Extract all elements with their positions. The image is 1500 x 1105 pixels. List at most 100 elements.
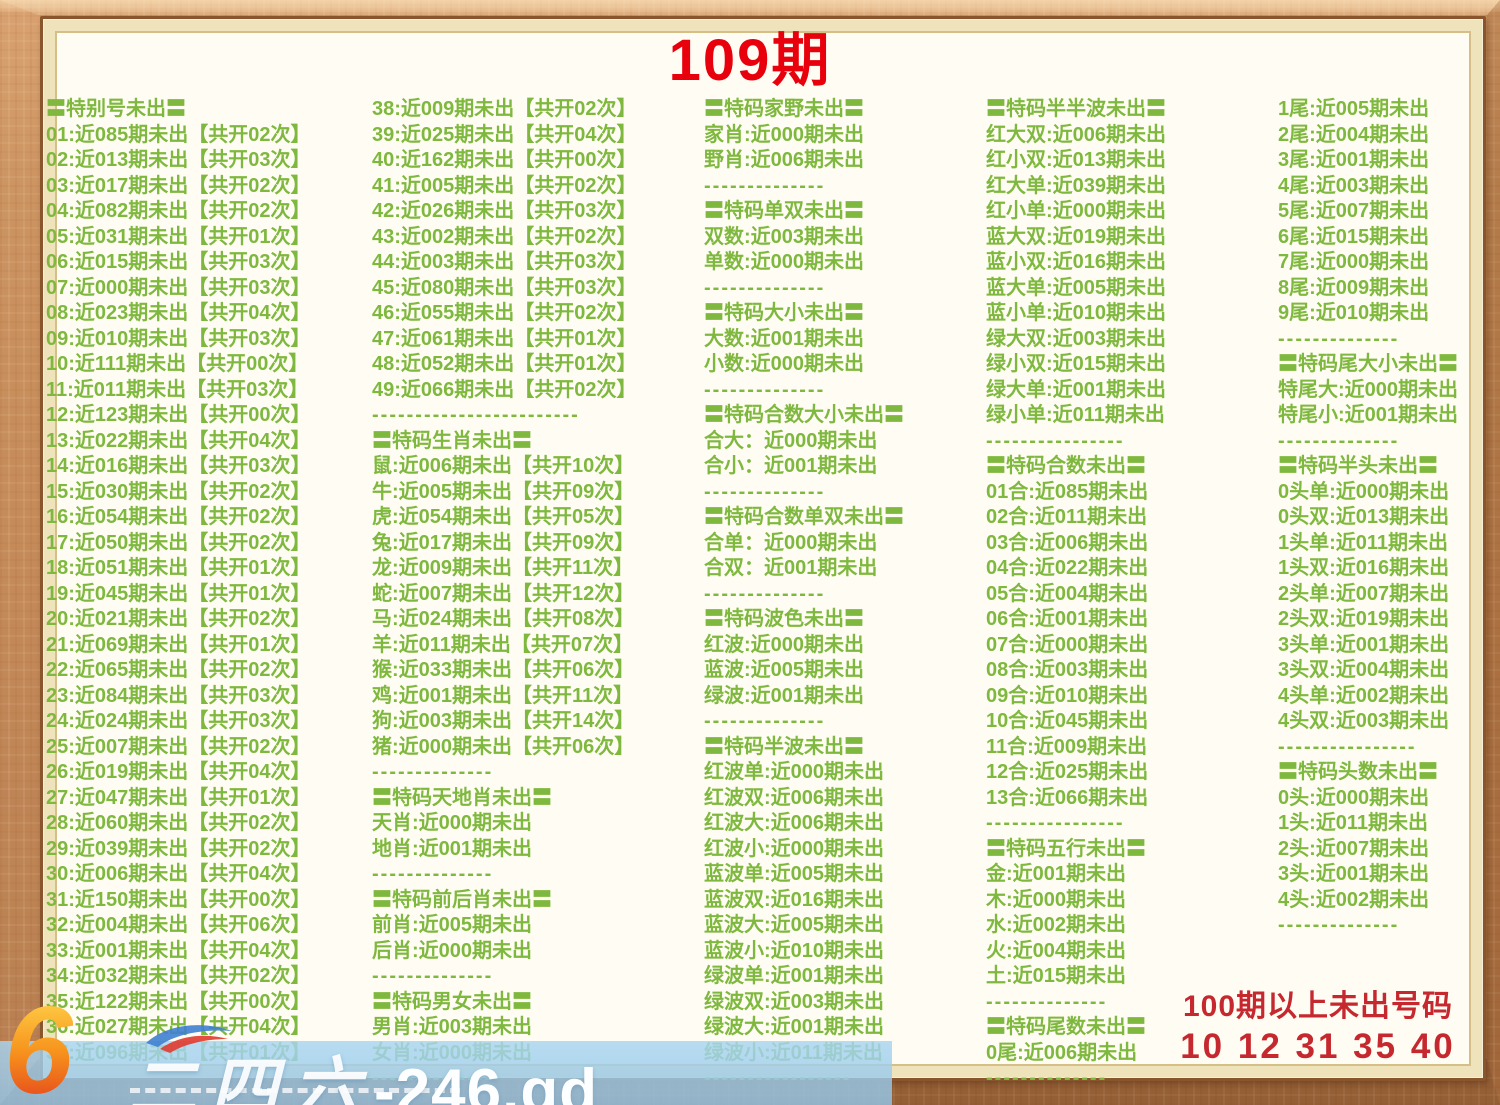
stat-line: 10合:近045期未出 xyxy=(986,710,1149,732)
stat-line: 47:近061期未出【共开01次】 xyxy=(372,327,637,350)
stat-line: 0头双:近013期未出 xyxy=(1278,506,1450,528)
stat-line: 牛:近005期未出【共开09次】 xyxy=(372,480,635,503)
stat-line: 6尾:近015期未出 xyxy=(1278,225,1430,248)
stat-line: 5尾:近007期未出 xyxy=(1278,200,1430,222)
stat-line: 0头:近000期未出 xyxy=(1278,786,1430,809)
stat-line: 29:近039期未出【共开02次】 xyxy=(46,837,311,860)
section-header: 〓特码单双未出〓 xyxy=(704,200,864,222)
stat-line: 07:近000期未出【共开03次】 xyxy=(46,276,311,299)
stat-line: 2头:近007期未出 xyxy=(1278,837,1430,860)
stat-line: 01:近085期未出【共开02次】 xyxy=(46,123,311,146)
section-header: 〓特码头数未出〓 xyxy=(1278,761,1438,783)
stat-line: 蓝大单:近005期未出 xyxy=(986,276,1167,299)
stat-line: 蛇:近007期未出【共开12次】 xyxy=(372,582,635,605)
section-header: 〓特码五行未出〓 xyxy=(986,837,1146,860)
stat-line: 红小单:近000期未出 xyxy=(986,200,1167,222)
stat-line: 35:近122期未出【共开00次】 xyxy=(46,990,311,1013)
stat-line: 12:近123期未出【共开00次】 xyxy=(46,404,311,426)
stat-line: 小数:近000期未出 xyxy=(704,353,865,375)
stat-line: 05合:近004期未出 xyxy=(986,582,1149,605)
swoosh-icon xyxy=(146,1025,232,1053)
watermark-banner: 6 二四六 -246.gd xyxy=(0,989,892,1105)
stat-line: 07合:近000期未出 xyxy=(986,633,1149,656)
stat-line: 兔:近017期未出【共开09次】 xyxy=(372,531,635,554)
stat-line: 8尾:近009期未出 xyxy=(1278,276,1430,299)
stat-line: 42:近026期未出【共开03次】 xyxy=(372,200,637,222)
section-header: 〓特码尾数未出〓 xyxy=(986,1016,1146,1038)
stat-line: 06合:近001期未出 xyxy=(986,608,1149,630)
stat-line: 04:近082期未出【共开02次】 xyxy=(46,200,311,222)
stat-line: 2尾:近004期未出 xyxy=(1278,123,1430,146)
stat-line: 红波双:近006期未出 xyxy=(704,786,885,809)
stat-line: 4头单:近002期未出 xyxy=(1278,684,1450,707)
stat-line: 09合:近010期未出 xyxy=(986,684,1149,707)
stat-line: 红大双:近006期未出 xyxy=(986,123,1167,146)
stat-line: 05:近031期未出【共开01次】 xyxy=(46,225,311,248)
stat-line: 合大：近000期未出 xyxy=(704,429,878,452)
stat-line: 合双：近001期未出 xyxy=(704,557,878,579)
watermark-brand: 二四六 xyxy=(128,1051,375,1105)
section-header: 〓特码天地肖未出〓 xyxy=(372,786,552,809)
stat-line: 火:近004期未出 xyxy=(986,939,1127,962)
separator-line: -------------- xyxy=(704,710,826,732)
stat-line: 绿小单:近011期未出 xyxy=(986,404,1165,426)
section-header: 〓特码生肖未出〓 xyxy=(372,429,532,452)
separator-line: -------------- xyxy=(372,965,494,987)
section-header: 〓特码波色未出〓 xyxy=(704,608,864,630)
stat-line: 14:近016期未出【共开03次】 xyxy=(46,455,311,477)
stat-line: 蓝小双:近016期未出 xyxy=(986,251,1167,273)
stat-line: 10:近111期未出【共开00次】 xyxy=(46,353,309,375)
stat-line: 绿波双:近003期未出 xyxy=(704,990,885,1013)
stat-line: 2头单:近007期未出 xyxy=(1278,582,1450,605)
stat-line: 2头双:近019期未出 xyxy=(1278,608,1450,630)
stat-line: 蓝波:近005期未出 xyxy=(704,659,865,681)
stat-line: 金:近001期未出 xyxy=(986,863,1127,885)
stat-line: 特尾小:近001期未出 xyxy=(1278,404,1459,426)
overdue-notice-title: 100期以上未出号码 xyxy=(1182,990,1454,1023)
section-header: 〓特码尾大小未出〓 xyxy=(1278,353,1458,375)
separator-line: ------------------------ xyxy=(372,404,580,426)
stat-line: 1头单:近011期未出 xyxy=(1278,531,1449,554)
stat-line: 41:近005期未出【共开02次】 xyxy=(372,174,637,197)
stat-line: 40:近162期未出【共开00次】 xyxy=(372,149,637,171)
section-header: 〓特码合数未出〓 xyxy=(986,455,1146,477)
stat-line: 蓝波双:近016期未出 xyxy=(704,888,885,911)
stat-line: 15:近030期未出【共开02次】 xyxy=(46,480,311,503)
stat-line: 后肖:近000期未出 xyxy=(372,939,533,962)
stat-line: 11合:近009期未出 xyxy=(986,735,1148,758)
stat-line: 1头双:近016期未出 xyxy=(1278,557,1450,579)
stat-line: 合小：近001期未出 xyxy=(704,455,878,477)
stat-line: 39:近025期未出【共开04次】 xyxy=(372,123,637,146)
stat-line: 蓝波小:近010期未出 xyxy=(704,939,885,962)
stat-line: 猪:近000期未出【共开06次】 xyxy=(372,735,635,758)
stat-line: 30:近006期未出【共开04次】 xyxy=(46,863,311,885)
stat-line: 48:近052期未出【共开01次】 xyxy=(372,353,637,375)
stat-line: 绿大双:近003期未出 xyxy=(986,327,1167,350)
column-attributes-waves: 〓特码家野未出〓 家肖:近000期未出 野肖:近006期未出 ------------… xyxy=(704,97,904,1092)
stat-line: 双数:近003期未出 xyxy=(704,225,865,248)
stat-line: 虎:近054期未出【共开05次】 xyxy=(372,506,635,528)
page-title: 109期 xyxy=(668,28,832,93)
logo-six: 6 xyxy=(4,989,73,1105)
stat-line: 11:近011期未出【共开03次】 xyxy=(46,378,309,401)
stat-line: 红大单:近039期未出 xyxy=(986,174,1167,197)
stat-line: 单数:近000期未出 xyxy=(704,251,865,273)
board-frame xyxy=(40,16,1486,1081)
separator-line: -------------- xyxy=(704,378,826,401)
stat-line: 蓝大双:近019期未出 xyxy=(986,225,1167,248)
watermark-dashed-line xyxy=(130,1088,460,1093)
stat-line: 蓝波大:近005期未出 xyxy=(704,914,885,936)
separator-line: -------------- xyxy=(704,480,826,503)
stat-line: 32:近004期未出【共开06次】 xyxy=(46,914,311,936)
stat-line: 男肖:近003期未出 xyxy=(372,1016,533,1038)
stat-line: 21:近069期未出【共开01次】 xyxy=(46,633,311,656)
stat-line: 4头双:近003期未出 xyxy=(1278,710,1450,732)
stat-line: 20:近021期未出【共开02次】 xyxy=(46,608,311,630)
stat-line: 羊:近011期未出【共开07次】 xyxy=(372,633,634,656)
stat-line: 木:近000期未出 xyxy=(986,888,1127,911)
separator-line: -------------- xyxy=(986,990,1108,1013)
stat-line: 17:近050期未出【共开02次】 xyxy=(46,531,311,554)
stat-line: 野肖:近006期未出 xyxy=(704,149,865,171)
stat-line: 红波:近000期未出 xyxy=(704,633,865,656)
stat-line: 蓝波单:近005期未出 xyxy=(704,863,885,885)
